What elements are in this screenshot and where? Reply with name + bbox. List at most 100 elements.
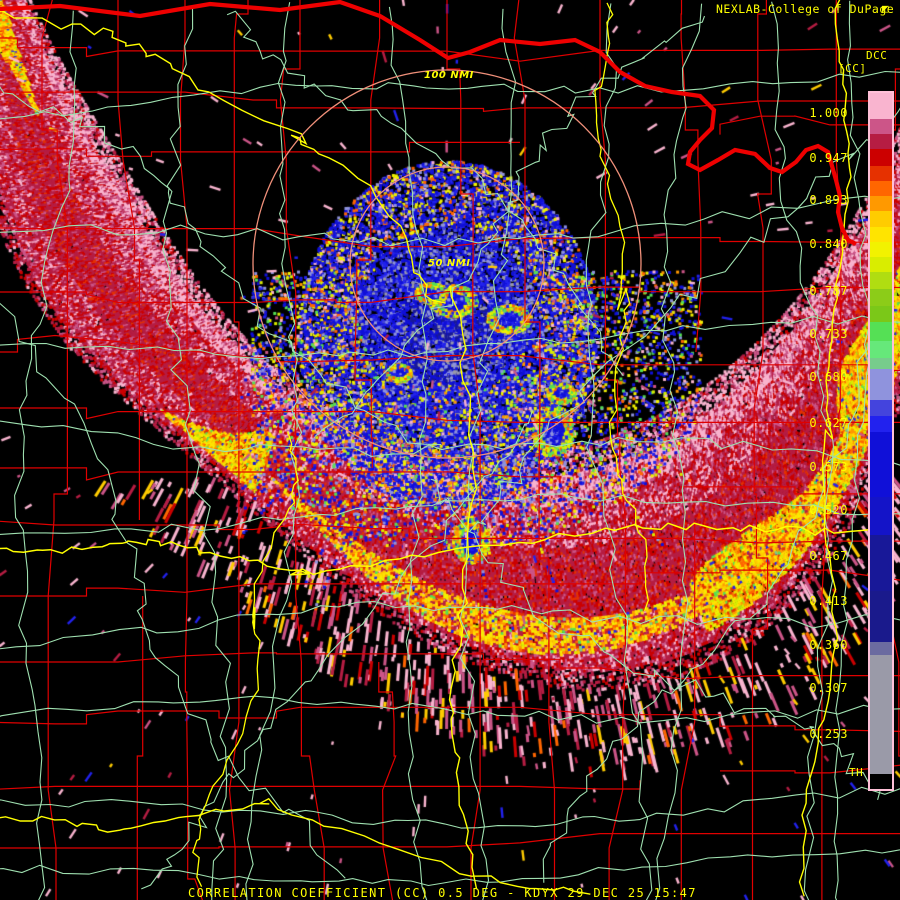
colorbar-tick-10: 0.467: [809, 549, 848, 563]
colorbar-segment: [870, 416, 892, 432]
colorbar-tick-8: 0.573: [809, 460, 848, 474]
map-line: [0, 467, 561, 483]
colorbar-segment: [870, 211, 892, 227]
map-line: [0, 407, 900, 423]
map-line: [0, 315, 900, 360]
colorbar-segment: [870, 166, 892, 182]
map-line: [0, 797, 591, 895]
map-line: [136, 596, 144, 900]
map-line: [0, 522, 889, 576]
map-line: [448, 285, 478, 890]
map-line: [354, 0, 381, 468]
colorbar-units-label: [CC]: [838, 62, 867, 75]
map-line: [0, 420, 900, 466]
map-line: [446, 0, 481, 900]
colorbar-segment: [870, 322, 892, 342]
map-line: [226, 10, 624, 377]
range-ring-50nmi: [349, 166, 545, 362]
colorbar-segment: [870, 358, 892, 370]
colorbar-segment: [870, 341, 892, 359]
colorbar-tick-13: 0.307: [809, 681, 848, 695]
map-line: [751, 0, 772, 900]
colorbar-tick-0: 1.000: [809, 106, 848, 120]
colorbar-tick-2: 0.893: [809, 193, 848, 207]
range-ring-label-100nmi: 100 NMI: [424, 70, 474, 81]
map-line: [0, 286, 900, 304]
colorbar-tick-7: 0.627: [809, 416, 848, 430]
map-line: [0, 832, 900, 849]
colorbar-threshold-label: TH: [849, 766, 864, 779]
map-line: [192, 431, 299, 887]
colorbar-segment: [870, 534, 892, 592]
map-line: [0, 227, 900, 248]
colorbar-segment: [870, 181, 892, 197]
map-line: [0, 786, 900, 829]
colorbar-segment: [870, 196, 892, 212]
state-border: [0, 0, 857, 246]
map-line: [179, 0, 204, 900]
colorbar-tick-5: 0.733: [809, 327, 848, 341]
colorbar-segment: [870, 369, 892, 400]
colorbar-segment: [870, 642, 892, 656]
colorbar-segment: [870, 773, 892, 789]
range-ring-label-50nmi: 50 NMI: [428, 258, 471, 269]
map-line: [388, 6, 428, 900]
colorbar-segment: [870, 119, 892, 135]
colorbar-segment: [870, 271, 892, 289]
map-line: [0, 706, 900, 732]
map-line: [141, 410, 533, 890]
brand-logo-icon: ◩: [882, 2, 889, 15]
map-line: [0, 695, 900, 724]
colorbar-tick-4: 0.787: [809, 284, 848, 298]
map-line: [585, 3, 653, 900]
map-line: [0, 569, 900, 597]
colorbar-tick-3: 0.840: [809, 237, 848, 251]
map-line: [680, 0, 702, 353]
map-line: [469, 107, 900, 532]
map-line: [0, 0, 857, 246]
map-line: [720, 764, 900, 774]
map-line: [680, 486, 900, 495]
colorbar-tick-11: 0.413: [809, 594, 848, 608]
map-line: [542, 307, 886, 883]
colorbar-tick-14: 0.253: [809, 727, 848, 741]
colorbar-segment: [870, 241, 892, 257]
map-line: [0, 849, 900, 887]
product-status-bar: CORRELATION COEFFICIENT (CC) 0.5 DEG - K…: [188, 886, 697, 900]
colorbar-segment: [870, 256, 892, 272]
map-line: [314, 15, 706, 437]
colorbar-tick-1: 0.947: [809, 151, 848, 165]
map-line: [0, 652, 900, 680]
map-line: [0, 141, 520, 157]
colorbar-gradient: [870, 93, 892, 789]
colorbar-segment: [870, 399, 892, 417]
map-line: [798, 0, 852, 897]
colorbar-segment: [870, 591, 892, 643]
colorbar[interactable]: [868, 91, 894, 791]
map-line: [279, 0, 325, 900]
map-line: [162, 6, 232, 900]
map-line: [0, 195, 900, 247]
colorbar-segment: [870, 93, 892, 120]
map-line: [0, 302, 346, 879]
map-line: [41, 0, 69, 900]
map-line: [0, 91, 900, 113]
colorbar-tick-12: 0.360: [809, 638, 848, 652]
map-line: [378, 662, 397, 900]
colorbar-segment: [870, 497, 892, 535]
colorbar-segment: [870, 288, 892, 306]
map-line: [833, 0, 871, 900]
colorbar-top-label: DCC: [866, 49, 888, 62]
map-line: [594, 2, 649, 612]
map-line: [245, 2, 303, 900]
map-line: [680, 520, 696, 900]
map-line: [0, 9, 446, 304]
map-line: [513, 0, 556, 900]
map-line: [0, 86, 442, 446]
